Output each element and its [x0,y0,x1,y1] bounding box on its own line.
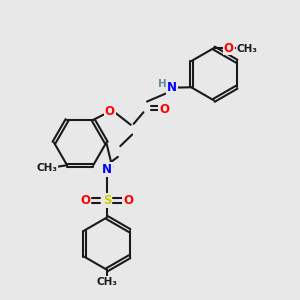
Text: CH₃: CH₃ [37,163,58,173]
Text: O: O [224,42,234,55]
Text: S: S [103,194,111,207]
Text: N: N [102,163,112,176]
Text: CH₃: CH₃ [96,277,117,287]
Text: O: O [123,194,133,207]
Text: CH₃: CH₃ [237,44,258,54]
Text: O: O [105,104,115,118]
Text: N: N [167,81,177,94]
Text: O: O [159,103,169,116]
Text: O: O [80,194,91,207]
Text: H: H [158,79,166,89]
